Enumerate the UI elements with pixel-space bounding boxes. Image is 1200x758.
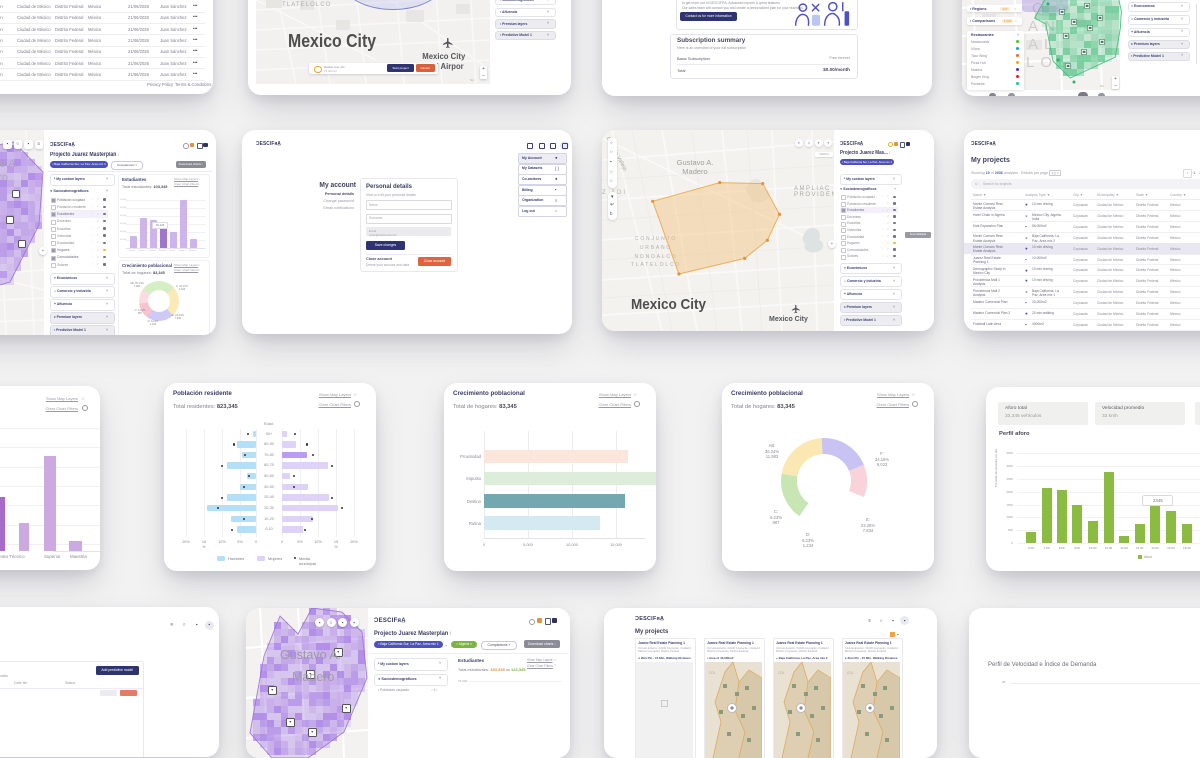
svg-text:COL: COL [847, 671, 854, 675]
svg-text:COL: COL [778, 671, 785, 675]
svg-text:COL: COL [709, 671, 716, 675]
